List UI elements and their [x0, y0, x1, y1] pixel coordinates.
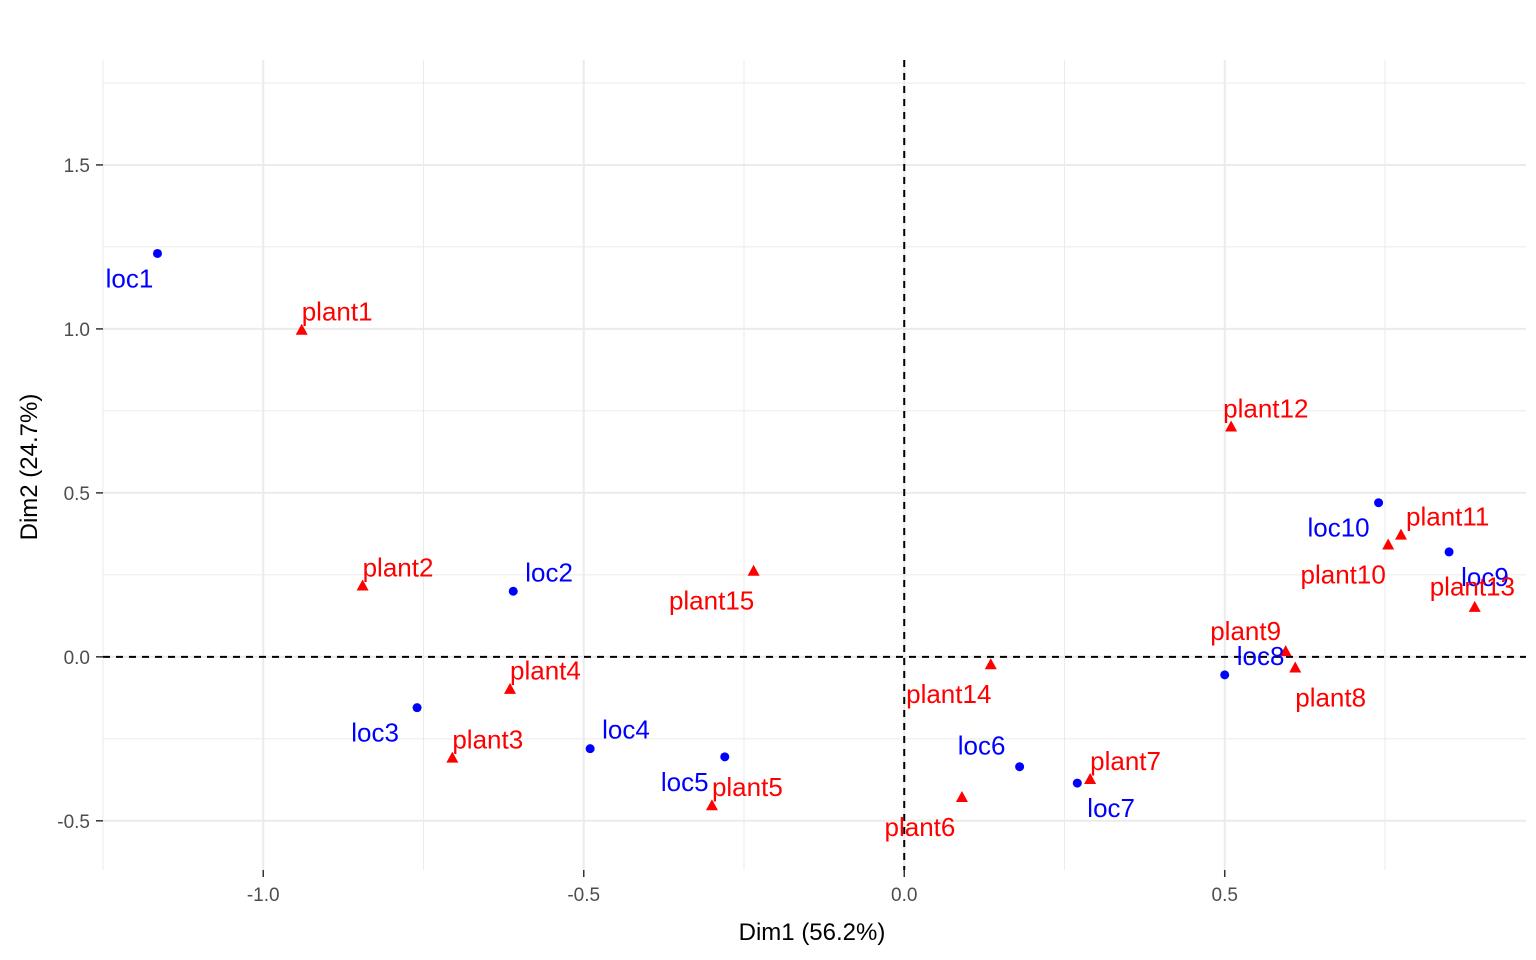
- label-loc7: loc7: [1087, 793, 1135, 823]
- y-tick-label: 1.0: [64, 320, 90, 341]
- y-tick-label: -0.5: [57, 812, 90, 833]
- label-loc3: loc3: [351, 718, 399, 748]
- point-plant2: [356, 579, 369, 591]
- point-loc8: [1220, 670, 1230, 680]
- tick-labels: -1.0 -0.5 0.0 0.5 -0.5 0.0 0.5 1.0 1.5: [57, 156, 1238, 906]
- point-plant1: [295, 323, 308, 335]
- point-loc9: [1444, 547, 1454, 557]
- label-plant5: plant5: [712, 772, 783, 802]
- label-plant11: plant11: [1406, 502, 1489, 532]
- label-loc1: loc1: [106, 263, 154, 293]
- axis-ticks: [96, 164, 1226, 877]
- x-tick-label: -1.0: [247, 885, 280, 906]
- point-plant13: [1468, 600, 1481, 612]
- label-loc2: loc2: [525, 557, 573, 587]
- x-tick-label: 0.5: [1212, 885, 1238, 906]
- reference-lines: [103, 60, 1526, 870]
- x-axis-title: Dim1 (56.2%): [739, 919, 886, 946]
- major-grid: [103, 60, 1526, 870]
- point-loc5: [720, 752, 730, 762]
- point-plant3: [446, 751, 459, 763]
- label-plant3: plant3: [452, 725, 523, 755]
- label-plant15: plant15: [669, 586, 754, 616]
- label-plant1: plant1: [302, 297, 373, 327]
- point-plant9: [1279, 645, 1292, 657]
- label-plant7: plant7: [1090, 746, 1161, 776]
- point-plant10: [1382, 538, 1395, 550]
- minor-grid: [102, 60, 1526, 870]
- label-plant2: plant2: [363, 552, 434, 582]
- x-tick-label: -0.5: [567, 885, 600, 906]
- point-plant4: [504, 682, 517, 694]
- point-loc6: [1015, 762, 1025, 772]
- point-plant6: [955, 791, 968, 803]
- label-plant9: plant9: [1210, 616, 1281, 646]
- point-loc1: [152, 248, 162, 258]
- point-loc4: [585, 744, 595, 754]
- point-loc7: [1072, 778, 1082, 788]
- label-loc5: loc5: [661, 767, 709, 797]
- y-tick-label: 1.5: [64, 156, 90, 177]
- label-loc10: loc10: [1307, 513, 1369, 543]
- point-plant11: [1395, 528, 1408, 540]
- label-loc4: loc4: [602, 715, 650, 745]
- x-tick-label: 0.0: [891, 885, 917, 906]
- label-plant12: plant12: [1223, 393, 1308, 423]
- point-labels: loc1 loc2 loc3 loc4 loc5 loc6 loc7 loc8 loc9 loc1…: [106, 263, 1515, 841]
- point-loc3: [412, 703, 422, 713]
- label-loc6: loc6: [958, 731, 1006, 761]
- point-loc2: [508, 586, 518, 596]
- data-points: [152, 248, 1481, 811]
- label-loc8: loc8: [1237, 641, 1285, 671]
- point-plant14: [984, 658, 997, 670]
- y-tick-label: 0.5: [64, 484, 90, 505]
- point-plant15: [747, 564, 760, 576]
- point-plant7: [1084, 772, 1097, 784]
- y-axis-title: Dim2 (24.7%): [16, 394, 43, 541]
- label-plant8: plant8: [1295, 682, 1366, 712]
- y-tick-label: 0.0: [64, 648, 90, 669]
- label-loc9: loc9: [1461, 562, 1509, 592]
- point-loc10: [1374, 498, 1384, 508]
- label-plant14: plant14: [906, 679, 991, 709]
- label-plant6: plant6: [885, 812, 956, 842]
- point-plant8: [1289, 661, 1302, 673]
- point-plant5: [705, 799, 718, 811]
- point-plant12: [1225, 420, 1238, 432]
- label-plant10: plant10: [1301, 559, 1386, 589]
- label-plant4: plant4: [510, 656, 581, 686]
- label-plant13: plant13: [1430, 572, 1515, 602]
